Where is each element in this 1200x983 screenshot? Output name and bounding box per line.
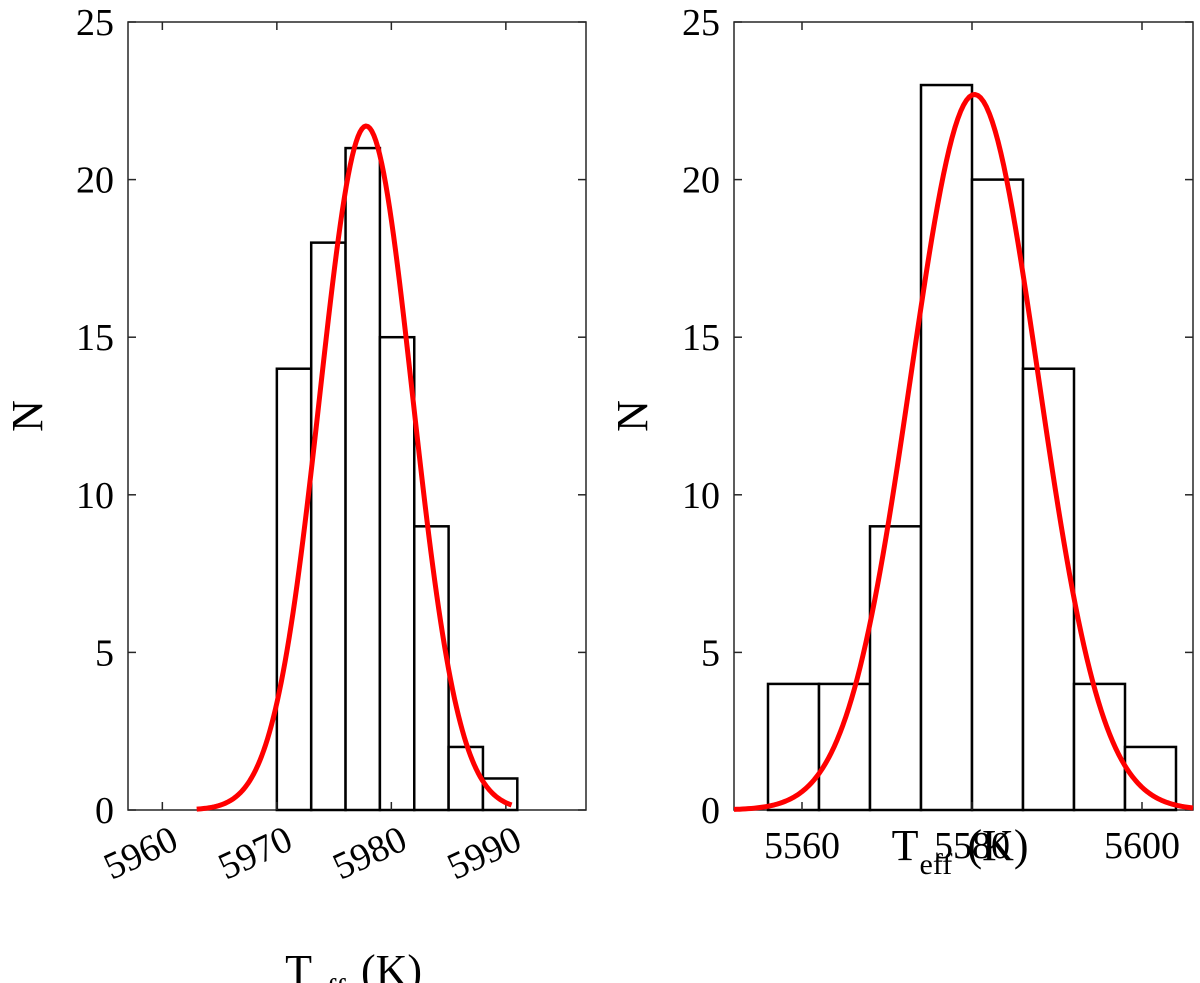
gaussian-fit-curve (196, 123, 513, 812)
y-tick-label: 25 (76, 2, 114, 44)
histogram-bar (481, 777, 519, 812)
x-tick-label: 5560 (764, 825, 840, 867)
histogram-bar (868, 525, 923, 812)
histogram-bar (275, 367, 313, 812)
histogram-bar (766, 682, 821, 812)
histogram-bar (919, 83, 974, 812)
y-tick-label: 0 (701, 790, 720, 832)
x-tick-label: 5990 (441, 818, 528, 888)
histogram-bar (344, 146, 382, 812)
y-tick-label: 20 (76, 160, 114, 202)
y-tick-label: 20 (682, 160, 720, 202)
y-tick-label: 15 (682, 317, 720, 359)
y-tick-label: 5 (95, 632, 114, 674)
left-histogram-panel: 05101520255960597059805990NTeff(K) (3, 2, 587, 983)
histogram-bar (447, 745, 485, 812)
x-axis-label-unit: (K) (968, 821, 1029, 870)
y-axis-label: N (3, 400, 52, 432)
y-tick-label: 10 (682, 475, 720, 517)
y-tick-label: 0 (95, 790, 114, 832)
x-axis-label-subscript: eff (920, 848, 953, 881)
y-tick-label: 5 (701, 632, 720, 674)
histogram-bar (378, 335, 416, 812)
x-axis-label: T (892, 821, 919, 870)
x-axis-label-main: T (892, 821, 919, 870)
x-axis-label-subscript: eff (313, 973, 346, 983)
x-axis-label-main: T (285, 946, 312, 983)
y-tick-label: 25 (682, 2, 720, 44)
x-tick-label: 5600 (1104, 825, 1180, 867)
histogram-bar (970, 178, 1025, 812)
x-tick-label: 5580 (934, 825, 1010, 867)
x-tick-label: 5980 (327, 818, 414, 888)
right-histogram-panel: 0 5 10 15 20 25 5560 5580 5600 N T eff (K) (608, 2, 1194, 881)
histogram-bar (817, 682, 872, 812)
y-axis-label: N (608, 400, 657, 432)
histogram-bar (1123, 745, 1178, 812)
y-tick-label: 15 (76, 317, 114, 359)
x-axis-label: T (285, 946, 312, 983)
x-tick-label: 5970 (212, 818, 299, 888)
gaussian-fit-curve (733, 92, 1194, 812)
x-axis-label-unit: (K) (361, 946, 422, 983)
y-tick-label: 10 (76, 475, 114, 517)
